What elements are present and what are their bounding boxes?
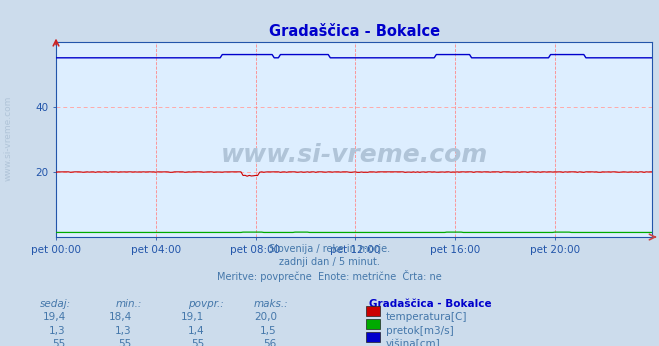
Text: www.si-vreme.com: www.si-vreme.com	[3, 96, 13, 181]
Text: 56: 56	[264, 339, 277, 346]
Text: 19,4: 19,4	[43, 312, 66, 322]
Text: povpr.:: povpr.:	[188, 299, 223, 309]
Text: maks.:: maks.:	[254, 299, 289, 309]
Text: višina[cm]: višina[cm]	[386, 339, 440, 346]
Text: 18,4: 18,4	[109, 312, 132, 322]
Text: pretok[m3/s]: pretok[m3/s]	[386, 326, 453, 336]
Text: 55: 55	[191, 339, 204, 346]
Text: 1,5: 1,5	[260, 326, 277, 336]
Text: 1,4: 1,4	[188, 326, 204, 336]
Text: sedaj:: sedaj:	[40, 299, 71, 309]
Text: 20,0: 20,0	[254, 312, 277, 322]
Text: Slovenija / reke in morje.: Slovenija / reke in morje.	[269, 244, 390, 254]
Text: Meritve: povprečne  Enote: metrične  Črta: ne: Meritve: povprečne Enote: metrične Črta:…	[217, 270, 442, 282]
Text: min.:: min.:	[115, 299, 142, 309]
Text: temperatura[C]: temperatura[C]	[386, 312, 467, 322]
Text: www.si-vreme.com: www.si-vreme.com	[221, 143, 488, 167]
Text: 1,3: 1,3	[49, 326, 66, 336]
Text: zadnji dan / 5 minut.: zadnji dan / 5 minut.	[279, 257, 380, 267]
Text: 1,3: 1,3	[115, 326, 132, 336]
Text: 55: 55	[119, 339, 132, 346]
Text: Gradaščica - Bokalce: Gradaščica - Bokalce	[369, 299, 492, 309]
Text: 55: 55	[53, 339, 66, 346]
Text: 19,1: 19,1	[181, 312, 204, 322]
Title: Gradaščica - Bokalce: Gradaščica - Bokalce	[269, 24, 440, 39]
